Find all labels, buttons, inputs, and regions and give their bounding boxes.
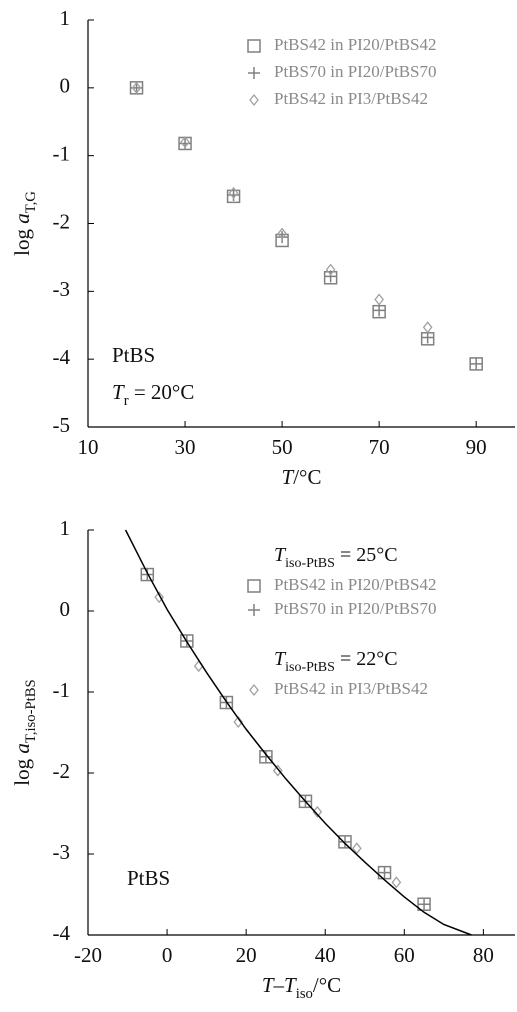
x-axis-label-part: iso [296,986,313,1002]
y-tick-label: 1 [60,516,71,540]
x-tick-label: 40 [315,943,336,967]
point [154,591,164,604]
x-tick-label: 50 [272,435,293,459]
annotation-part: = 20°C [129,380,195,404]
legend-heading-part: T [274,544,287,566]
y-axis-label: log aT,iso-PtBS [10,679,40,785]
legend-label: PtBS42 in PI3/PtBS42 [274,89,428,108]
point [338,835,351,848]
x-axis-label: T–Tiso/°C [262,973,341,1003]
legend-heading-part: = 25°C [335,544,398,566]
x-axis-label: T/°C [282,465,322,489]
point [470,357,483,370]
y-tick-label: -2 [53,209,71,233]
annotation-part: PtBS [127,866,170,890]
point [391,876,402,889]
x-axis-label-part: T [282,465,295,489]
x-tick-label: -20 [74,943,102,967]
point [277,227,287,240]
point [141,568,154,581]
y-axis-label-part: a [10,743,34,754]
x-tick-label: 0 [162,943,173,967]
x-axis-label-part: T [262,973,275,997]
y-axis-label-part: log [10,224,34,256]
annotation: Tr = 20°C [112,380,194,410]
x-tick-label: 80 [473,943,494,967]
point [352,842,362,855]
legend-marker [247,579,261,593]
y-tick-label: -1 [53,678,71,702]
y-tick-label: 0 [60,74,71,98]
point [373,304,386,317]
point [325,263,336,276]
point [259,750,272,763]
point [421,331,434,344]
legend-heading: Tiso-PtBS = 22°C [274,648,398,675]
legend-label: PtBS70 in PI20/PtBS70 [274,62,437,81]
legend-marker [248,67,260,79]
y-axis-label-part: a [10,213,34,224]
y-tick-label: -4 [53,921,71,945]
legend-heading-part: iso-PtBS [285,556,335,571]
x-tick-label: 10 [78,435,99,459]
x-tick-label: 70 [369,435,390,459]
x-tick-label: 60 [394,943,415,967]
annotation-part: PtBS [112,343,155,367]
x-tick-label: 90 [466,435,487,459]
point [374,293,384,306]
x-axis-label-part: /°C [293,465,321,489]
fit-curve [124,529,472,936]
annotation-part: r [124,393,129,409]
legend-label: PtBS42 in PI20/PtBS42 [274,35,437,54]
legend-label: PtBS42 in PI20/PtBS42 [274,575,437,594]
y-axis-label: log aT,G [10,191,40,256]
annotation-part: T [112,380,125,404]
legend-heading-part: T [274,648,287,670]
point [276,231,289,244]
point [180,136,190,149]
y-tick-label: -3 [53,840,71,864]
point [422,321,433,334]
point [272,764,283,777]
legend-heading-part: iso-PtBS [285,660,335,675]
x-tick-label: 30 [175,435,196,459]
y-axis-label-part: T,iso-PtBS [23,679,39,743]
y-tick-label: -3 [53,277,71,301]
point [228,186,239,200]
legend-label: PtBS70 in PI20/PtBS70 [274,599,437,618]
y-tick-label: -4 [53,345,71,369]
x-axis-label-part: /°C [313,973,341,997]
point [418,898,431,911]
point [324,270,337,283]
y-tick-label: -1 [53,141,71,165]
y-axis-label-part: log [10,754,34,786]
legend-marker [248,604,260,616]
legend-label: PtBS42 in PI3/PtBS42 [274,679,428,698]
point [378,866,391,879]
point [131,81,142,94]
legend-heading: Tiso-PtBS = 25°C [274,544,398,571]
annotation: PtBS [127,866,170,890]
legend-marker [247,39,261,53]
legend-marker [249,93,259,107]
point [312,805,323,818]
y-tick-label: -5 [53,413,71,437]
x-axis-label-part: – [273,973,285,997]
x-axis-label-part: T [284,973,297,997]
point [233,715,244,729]
x-tick-label: 20 [236,943,257,967]
y-tick-label: -2 [53,759,71,783]
y-axis-label-part: T,G [23,191,39,214]
point [193,660,204,673]
y-tick-label: 1 [60,6,71,30]
annotation: PtBS [112,343,155,367]
y-tick-label: 0 [60,597,71,621]
legend-marker [249,683,259,697]
legend-heading-part: = 22°C [335,648,398,670]
